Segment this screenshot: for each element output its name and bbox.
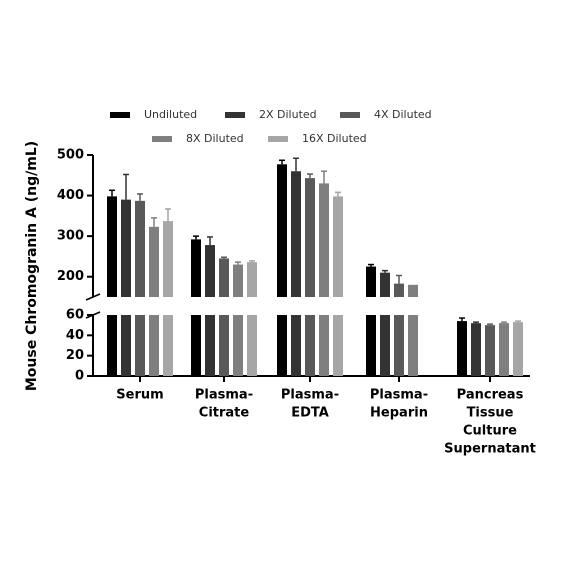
bar xyxy=(457,321,467,376)
bar-lower xyxy=(233,315,243,376)
bar-lower xyxy=(380,315,390,376)
bar-lower xyxy=(219,315,229,376)
x-tick-label: Serum xyxy=(116,388,163,403)
x-tick-label: Supernatant xyxy=(444,442,536,457)
bar xyxy=(485,325,495,376)
bar-lower xyxy=(135,315,145,376)
x-tick-label: EDTA xyxy=(291,406,329,421)
bar-upper xyxy=(305,178,315,297)
legend-swatch xyxy=(340,112,360,118)
legend-swatch xyxy=(152,136,172,142)
y-tick-label: 40 xyxy=(66,328,84,343)
bar-upper xyxy=(333,196,343,297)
bar-upper xyxy=(319,183,329,297)
bar-upper xyxy=(219,258,229,297)
x-tick-label: Plasma- xyxy=(195,388,253,403)
bar-lower xyxy=(277,315,287,376)
bar-upper xyxy=(233,264,243,297)
bar-upper xyxy=(191,239,201,297)
bar-lower xyxy=(149,315,159,376)
bar-lower xyxy=(366,315,376,376)
bar-upper xyxy=(277,164,287,297)
bar-lower xyxy=(107,315,117,376)
bar-upper xyxy=(163,221,173,297)
x-tick-label: Plasma- xyxy=(281,388,339,403)
axis-break xyxy=(85,293,101,301)
bar-upper xyxy=(408,284,418,297)
bar-lower xyxy=(305,315,315,376)
y-tick-label: 0 xyxy=(75,369,84,384)
bar-lower xyxy=(333,315,343,376)
legend-swatch xyxy=(110,112,130,118)
bar-lower xyxy=(408,315,418,376)
y-tick-label: 400 xyxy=(57,188,84,203)
bar-upper xyxy=(205,245,215,297)
bar-lower xyxy=(191,315,201,376)
bar-lower xyxy=(394,315,404,376)
bar-upper xyxy=(366,266,376,297)
y-tick-label: 300 xyxy=(57,229,84,244)
bar xyxy=(513,322,523,376)
x-tick-label: Citrate xyxy=(199,406,250,421)
bar-upper xyxy=(149,226,159,297)
bar-lower xyxy=(291,315,301,376)
bar xyxy=(499,323,509,376)
legend-swatch xyxy=(268,136,288,142)
legend-label: 16X Diluted xyxy=(302,132,367,145)
bar-upper xyxy=(247,262,257,297)
y-tick-label: 20 xyxy=(66,348,84,363)
legend-swatch xyxy=(225,112,245,118)
x-tick-label: Pancreas xyxy=(457,388,524,403)
legend-label: 8X Diluted xyxy=(186,132,244,145)
bar-lower xyxy=(121,315,131,376)
x-tick-label: Plasma- xyxy=(370,388,428,403)
x-tick-label: Tissue xyxy=(467,406,514,421)
bar-lower xyxy=(205,315,215,376)
y-tick-label: 500 xyxy=(57,148,84,163)
x-tick-label: Culture xyxy=(463,424,517,439)
bar-upper xyxy=(107,196,117,297)
y-tick-label: 60 xyxy=(66,308,84,323)
bar-lower xyxy=(247,315,257,376)
bar-upper xyxy=(394,283,404,297)
bar-upper xyxy=(291,171,301,297)
bar-lower xyxy=(163,315,173,376)
x-tick-label: Heparin xyxy=(370,406,428,421)
y-tick-label: 200 xyxy=(57,269,84,284)
bar-upper xyxy=(121,199,131,297)
legend-label: 2X Diluted xyxy=(259,108,317,121)
legend-label: Undiluted xyxy=(144,108,197,121)
legend-label: 4X Diluted xyxy=(374,108,432,121)
y-axis-title: Mouse Chromogranin A (ng/mL) xyxy=(24,141,40,391)
bar-upper xyxy=(380,272,390,297)
bar xyxy=(471,323,481,376)
bar-lower xyxy=(319,315,329,376)
bar-upper xyxy=(135,200,145,297)
